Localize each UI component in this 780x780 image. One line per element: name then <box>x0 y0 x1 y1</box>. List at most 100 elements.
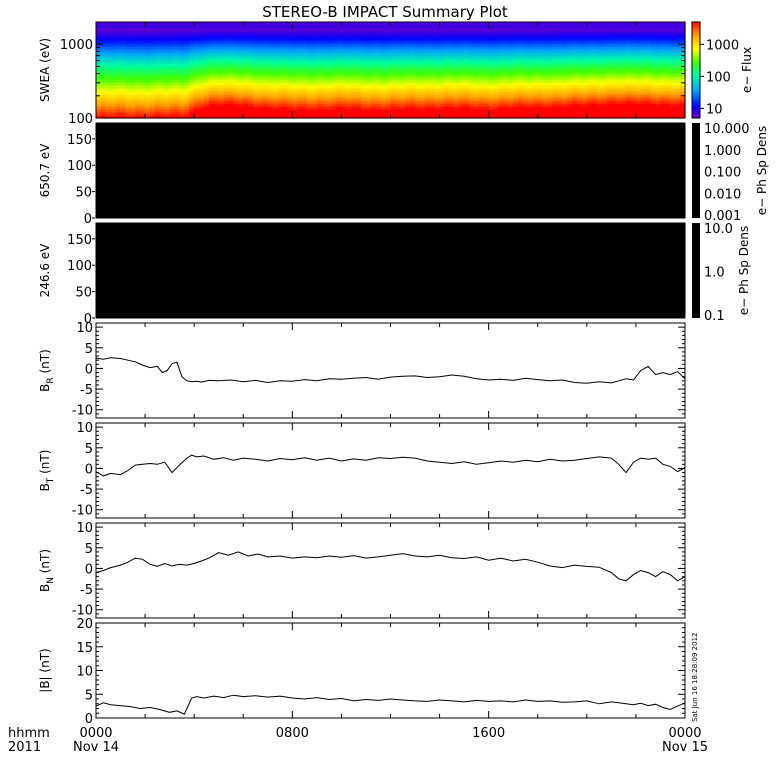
spectrogram-cell <box>159 100 166 104</box>
spectrogram-cell <box>434 46 441 50</box>
spectrogram-cell <box>621 46 627 50</box>
spectrogram-cell <box>262 43 269 47</box>
spectrogram-cell <box>601 94 608 98</box>
spectrogram-cell <box>243 34 249 38</box>
spectrogram-cell <box>311 109 318 113</box>
spectrogram-cell <box>223 88 230 92</box>
spectrogram-cell <box>655 109 662 113</box>
spectrogram-cell <box>233 88 239 92</box>
spectrogram-cell <box>586 46 593 50</box>
spectrogram-cell <box>282 103 289 107</box>
spectrogram-cell <box>591 88 598 92</box>
spectrogram-cell <box>631 25 637 29</box>
spectrogram-cell <box>361 49 367 53</box>
spectrogram-cell <box>513 91 519 95</box>
spectrogram-cell <box>508 37 514 41</box>
spectrogram-cell <box>562 28 568 32</box>
spectrogram-cell <box>621 25 627 29</box>
spectrogram-cell <box>464 58 470 62</box>
spectrogram-cell <box>390 112 397 116</box>
spectrogram-cell <box>459 103 465 107</box>
spectrogram-cell <box>626 109 632 113</box>
spectrogram-cell <box>292 28 298 32</box>
spectrogram-cell <box>621 79 627 83</box>
spectrogram-cell <box>513 67 519 71</box>
spectrogram-cell <box>596 94 603 98</box>
spectrogram-cell <box>395 64 401 68</box>
spectrogram-cell <box>547 82 554 86</box>
spectrogram-cell <box>110 34 117 38</box>
spectrogram-cell <box>655 103 662 107</box>
spectrogram-cell <box>110 85 117 89</box>
spectrogram-cell <box>174 82 181 86</box>
spectrogram-cell <box>513 37 519 41</box>
spectrogram-cell <box>272 91 279 95</box>
spectrogram-cell <box>218 76 225 80</box>
spectrogram-cell <box>208 82 215 86</box>
spectrogram-cell <box>675 88 681 92</box>
spectrogram-cell <box>370 22 377 26</box>
spectrogram-cell <box>429 82 436 86</box>
spectrogram-cell <box>218 64 225 68</box>
spectrogram-cell <box>380 94 387 98</box>
spectrogram-cell <box>601 25 608 29</box>
spectrogram-cell <box>135 79 141 83</box>
spectrogram-cell <box>96 97 102 101</box>
bn-panel-frame <box>95 522 686 619</box>
spectrogram-cell <box>429 112 436 116</box>
spectrogram-cell <box>174 109 181 113</box>
spectrogram-cell <box>508 100 514 104</box>
spectrogram-cell <box>287 64 293 68</box>
spectrogram-cell <box>326 31 333 35</box>
spectrogram-cell <box>351 76 357 80</box>
spectrogram-cell <box>336 109 343 113</box>
spectrogram-cell <box>370 73 377 77</box>
spectrogram-cell <box>650 100 657 104</box>
spectrogram-cell <box>577 67 583 71</box>
spectrogram-cell <box>243 97 249 101</box>
spectrogram-cell <box>488 40 495 44</box>
spectrogram-cell <box>498 43 504 47</box>
spectrogram-cell <box>527 82 534 86</box>
spectrogram-cell <box>174 88 181 92</box>
spectrogram-cell <box>179 34 185 38</box>
spectrogram-cell <box>243 28 249 32</box>
spectrogram-cell <box>478 58 485 62</box>
spectrogram-cell <box>154 40 161 44</box>
spectrogram-cell <box>257 70 264 74</box>
spectrogram-cell <box>356 49 362 53</box>
spectrogram-cell <box>606 76 612 80</box>
spectrogram-cell <box>405 106 411 110</box>
spectrogram-cell <box>444 82 450 86</box>
spectrogram-cell <box>532 109 539 113</box>
spectrogram-cell <box>424 37 431 41</box>
spectrogram-cell <box>645 82 652 86</box>
spectrogram-cell <box>194 106 200 110</box>
spectrogram-cell <box>405 52 411 56</box>
spectrogram-cell <box>439 94 446 98</box>
spectrogram-cell <box>478 97 485 101</box>
spectrogram-cell <box>199 115 205 119</box>
spectrogram-cell <box>199 37 205 41</box>
spectrogram-cell <box>581 88 588 92</box>
spectrogram-cell <box>665 22 671 26</box>
spectrogram-cell <box>493 109 500 113</box>
spectrogram-cell <box>631 40 637 44</box>
spectrogram-cell <box>498 91 504 95</box>
spectrogram-cell <box>606 91 612 95</box>
spectrogram-cell <box>581 58 588 62</box>
spectrogram-cell <box>660 22 666 26</box>
spectrogram-cell <box>164 109 171 113</box>
spectrogram-cell <box>601 49 608 53</box>
spectrogram-cell <box>257 46 264 50</box>
pad650-ylabel: 650.7 eV <box>38 143 52 198</box>
spectrogram-cell <box>586 91 593 95</box>
spectrogram-cell <box>557 58 563 62</box>
spectrogram-cell <box>125 40 131 44</box>
spectrogram-cell <box>488 37 495 41</box>
spectrogram-cell <box>361 100 367 104</box>
spectrogram-cell <box>454 103 460 107</box>
spectrogram-cell <box>189 61 195 65</box>
spectrogram-cell <box>238 40 244 44</box>
spectrogram-cell <box>444 55 450 59</box>
